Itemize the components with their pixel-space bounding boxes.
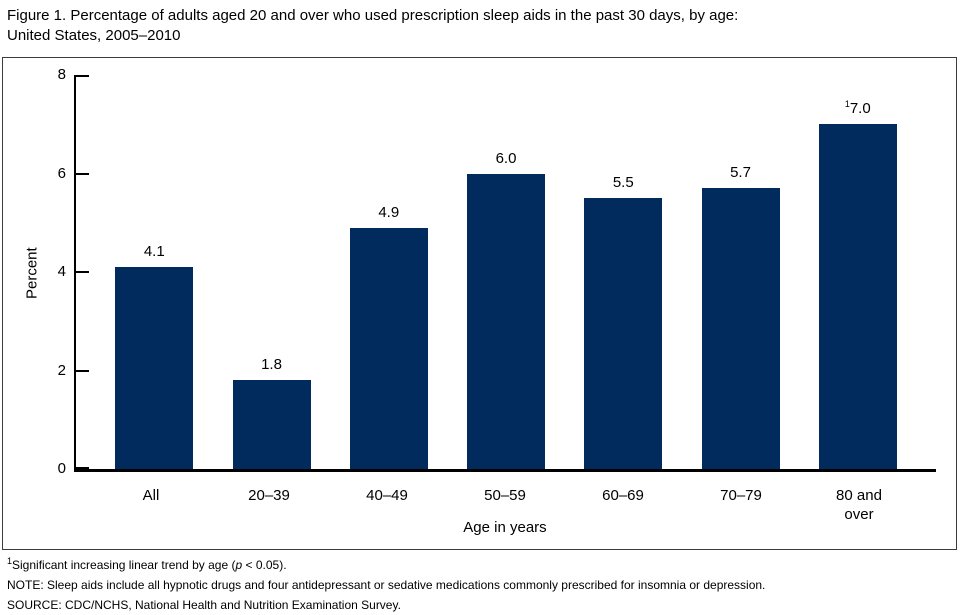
- bar-all: 4.1: [115, 243, 194, 469]
- figure-title: Figure 1. Percentage of adults aged 20 a…: [7, 6, 953, 46]
- bar-value-label: 4.1: [143, 243, 165, 261]
- bar-80-and-over: 17.0: [818, 100, 897, 469]
- bar-20–39: 1.8: [232, 356, 311, 469]
- y-tick-label: 4: [57, 263, 66, 280]
- footnotes: 1Significant increasing linear trend by …: [7, 555, 765, 615]
- bar-value-label: 1.8: [261, 356, 282, 374]
- y-tick-label: 8: [57, 66, 66, 83]
- x-category-label: 20–39: [248, 487, 290, 504]
- footnote-p-symbol: p: [235, 558, 243, 572]
- y-tick-mark: [76, 172, 89, 175]
- x-category-label: 40–49: [366, 487, 408, 504]
- plot-area: 0 2 4 6 8 4.1 1.8 4.9 6.0 5.5 5.7 17.0: [58, 66, 936, 477]
- x-category-label: All: [142, 487, 160, 504]
- y-tick-mark: [76, 467, 89, 469]
- figure-title-line2: United States, 2005–2010: [7, 27, 181, 44]
- bar-value-label: 17.0: [844, 99, 871, 118]
- y-tick-mark: [76, 369, 89, 372]
- bars-container: 4.1 1.8 4.9 6.0 5.5 5.7 17.0: [76, 75, 936, 469]
- x-category-label: 80 and over: [836, 487, 882, 523]
- y-tick-label: 0: [57, 460, 66, 477]
- bar-value-label: 5.5: [612, 174, 634, 192]
- bar-value-label: 6.0: [495, 149, 517, 167]
- bar-value-label: 4.9: [378, 203, 400, 221]
- y-tick-label: 2: [57, 361, 66, 379]
- bar-40–49: 4.9: [349, 204, 428, 469]
- x-category-label: 50–59: [484, 487, 526, 504]
- footnote-note: NOTE: Sleep aids include all hypnotic dr…: [7, 578, 766, 592]
- footnote-superscript: 1: [7, 556, 13, 566]
- bar-50–59: 6.0: [467, 150, 545, 469]
- significance-superscript: 1: [844, 99, 850, 110]
- footnote-source: SOURCE: CDC/NCHS, National Health and Nu…: [7, 598, 401, 612]
- y-tick-mark: [76, 271, 89, 273]
- y-tick-mark: [76, 75, 89, 77]
- x-axis-labels: All 20–39 40–49 50–59 60–69 70–79 80 and over: [74, 486, 936, 524]
- bar-60–69: 5.5: [584, 174, 663, 469]
- x-category-label: 70–79: [720, 487, 762, 504]
- footnote-significance-tail: < 0.05).: [242, 558, 287, 572]
- footnote-significance-text: Significant increasing linear trend by a…: [12, 558, 236, 572]
- bar-value-label: 5.7: [730, 164, 751, 182]
- bar-70–79: 5.7: [701, 164, 780, 469]
- x-axis-title: Age in years: [463, 519, 547, 536]
- figure-title-line1: Figure 1. Percentage of adults aged 20 a…: [7, 7, 739, 24]
- x-category-label: 60–69: [602, 487, 644, 504]
- footnote-significance: 1Significant increasing linear trend by …: [7, 555, 765, 575]
- y-tick-label: 6: [57, 164, 66, 182]
